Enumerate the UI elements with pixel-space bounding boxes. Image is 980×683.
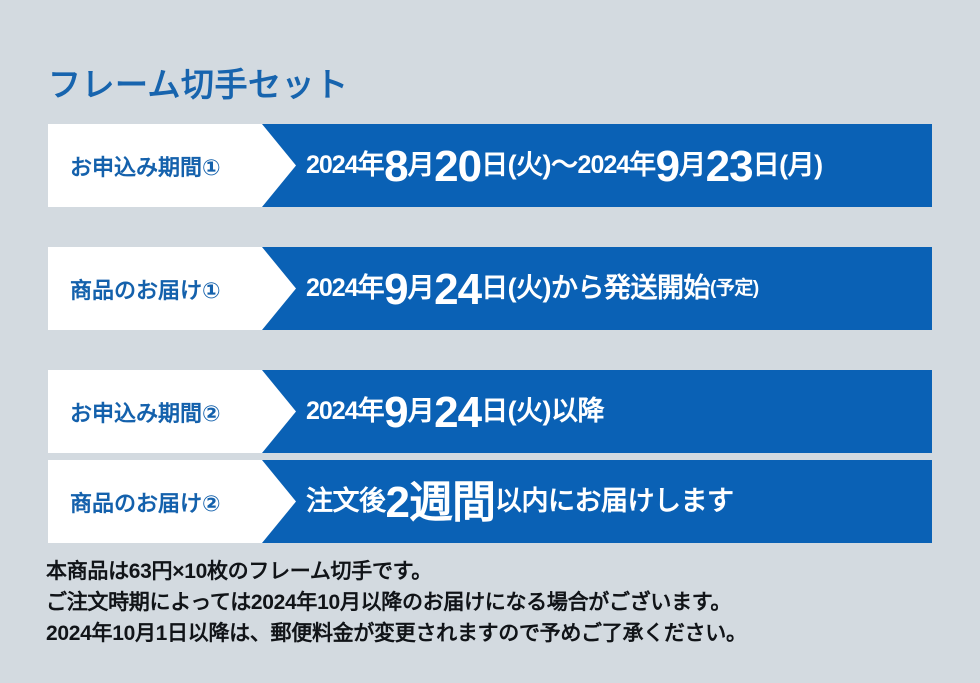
footnote-line: 2024年10月1日以降は、郵便料金が変更されますので予めご了承ください。	[46, 622, 747, 645]
date-segment-weekday: (火)	[507, 150, 552, 180]
date-segment: 年	[357, 396, 385, 426]
row-label-plate: 商品のお届け①	[48, 247, 296, 330]
date-segment: 年	[629, 150, 656, 180]
row-content-delivery-2: 注文後 2 週間 以内にお届けします	[306, 460, 924, 543]
date-segment-emphasis: 20	[434, 141, 482, 191]
date-segment-emphasis: 9	[655, 141, 681, 191]
row-label-text: 商品のお届け②	[70, 490, 221, 516]
row-content-application-period-2: 2024 年 9 月 24 日 (火) 以降	[306, 370, 924, 453]
schedule-row-list: お申込み期間① 2024 年 8 月 20 日 (火) 〜 2024 年 9 月…	[48, 124, 932, 550]
delivery-text-segment: 以内にお届けします	[494, 486, 734, 516]
row-label-text: 商品のお届け①	[70, 277, 221, 303]
row-label-text: お申込み期間②	[70, 400, 221, 426]
date-segment-emphasis: 24	[434, 264, 482, 314]
date-segment: 日	[481, 150, 508, 180]
schedule-row-delivery-2: 商品のお届け② 注文後 2 週間 以内にお届けします	[48, 460, 932, 543]
date-segment: 月	[407, 396, 435, 426]
date-segment: 日	[752, 150, 780, 180]
footnote-line: 本商品は63円×10枚のフレーム切手です。	[46, 560, 432, 583]
date-segment: 日	[481, 396, 508, 426]
row-label-text: お申込み期間①	[70, 154, 221, 180]
date-segment: 2024	[306, 274, 359, 302]
footnote-line: ご注文時期によっては2024年10月以降のお届けになる場合がございます。	[46, 591, 732, 614]
date-segment: 2024	[306, 397, 359, 425]
schedule-row-delivery-1: 商品のお届け① 2024 年 9 月 24 日 (火) から発送開始 (予定)	[48, 247, 932, 330]
row-label-plate: お申込み期間①	[48, 124, 296, 207]
page-title: フレーム切手セット	[48, 66, 349, 103]
date-segment-weekday: (火)	[507, 396, 552, 426]
date-range-separator: 〜	[551, 150, 578, 180]
row-label-plate: お申込み期間②	[48, 370, 296, 453]
delivery-segment-emphasis: 週間	[408, 477, 496, 527]
date-segment: 年	[357, 273, 385, 303]
date-segment: 年	[357, 150, 385, 180]
schedule-row-application-period-2: お申込み期間② 2024 年 9 月 24 日 (火) 以降	[48, 370, 932, 453]
date-segment-suffix: から発送開始	[551, 273, 711, 303]
date-segment-emphasis: 23	[705, 141, 754, 191]
date-segment-emphasis: 9	[384, 387, 409, 437]
date-segment-weekday: (火)	[507, 273, 552, 303]
date-segment: 月	[679, 150, 706, 180]
row-content-application-period-1: 2024 年 8 月 20 日 (火) 〜 2024 年 9 月 23 日 (月…	[306, 124, 924, 207]
footnote-list: 本商品は63円×10枚のフレーム切手です。 ご注文時期によっては2024年10月…	[46, 556, 946, 649]
date-segment-suffix: 以降	[551, 396, 605, 426]
date-segment-emphasis: 8	[384, 141, 409, 191]
delivery-segment-emphasis: 2	[385, 477, 411, 527]
delivery-text-segment: 注文後	[306, 486, 386, 516]
date-segment-emphasis: 24	[434, 387, 482, 437]
date-segment-weekday: (月)	[779, 150, 823, 180]
date-segment: 日	[481, 273, 508, 303]
date-segment: 月	[407, 273, 435, 303]
date-segment: 月	[407, 150, 435, 180]
date-segment-note: (予定)	[710, 278, 759, 299]
date-segment: 2024	[306, 151, 359, 179]
row-label-plate: 商品のお届け②	[48, 460, 296, 543]
row-content-delivery-1: 2024 年 9 月 24 日 (火) から発送開始 (予定)	[306, 247, 924, 330]
date-segment: 2024	[577, 151, 631, 179]
date-segment-emphasis: 9	[384, 264, 409, 314]
schedule-row-application-period-1: お申込み期間① 2024 年 8 月 20 日 (火) 〜 2024 年 9 月…	[48, 124, 932, 207]
